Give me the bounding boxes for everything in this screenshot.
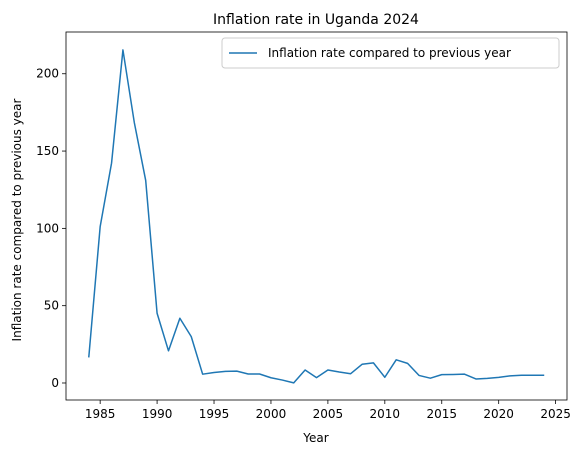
legend: Inflation rate compared to previous year [221, 37, 560, 69]
x-tick-label: 1990 [142, 407, 173, 421]
series-line [88, 49, 545, 384]
y-tick-label: 150 [36, 144, 59, 158]
chart-title: Inflation rate in Uganda 2024 [213, 12, 419, 28]
x-tick-label: 2010 [370, 407, 401, 421]
x-tick-label: 2015 [426, 407, 457, 421]
series-layer [88, 49, 545, 384]
ticks-layer: 1985 1990 1995 2000 2005 2010 2015 2020 2025 0 50 1… [36, 67, 571, 421]
x-tick-label: 1995 [199, 407, 230, 421]
x-tick-label: 2005 [313, 407, 344, 421]
plot-frame [65, 31, 568, 401]
x-axis-label: Year [302, 431, 328, 445]
legend-box [221, 37, 560, 69]
y-axis-label: Inflation rate compared to previous year [10, 98, 24, 341]
y-tick-label: 50 [44, 299, 59, 313]
legend-label: Inflation rate compared to previous year [268, 46, 511, 60]
y-tick-label: 0 [51, 376, 59, 390]
x-tick-label: 2020 [483, 407, 514, 421]
y-tick-label: 100 [36, 221, 59, 235]
y-tick-label: 200 [36, 67, 59, 81]
x-tick-label: 2025 [540, 407, 571, 421]
x-tick-label: 2000 [256, 407, 287, 421]
x-tick-label: 1985 [85, 407, 116, 421]
